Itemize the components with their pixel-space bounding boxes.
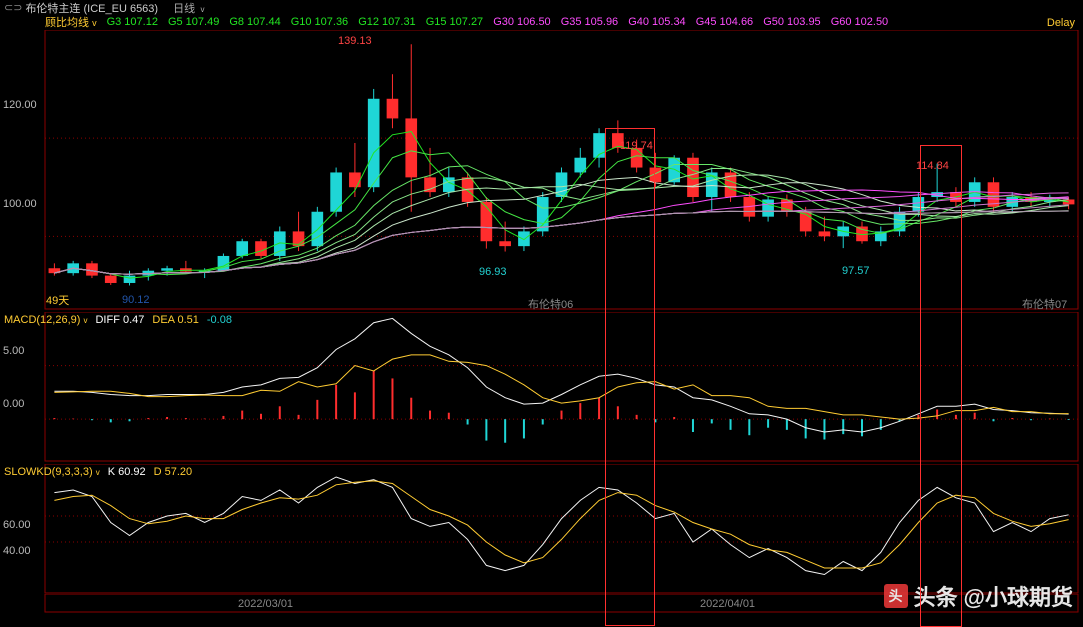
price-chart[interactable]: 120.00 100.00 139.13 119.74 96.93 97.57 114.… bbox=[0, 30, 1083, 310]
kd-title: SLOWKD(9,3,3,3) v K 60.92 D 57.20 bbox=[4, 466, 192, 478]
macd-title: MACD(12,26,9) v DIFF 0.47 DEA 0.51 -0.08 bbox=[4, 314, 232, 326]
watermark: 头 头条 @小球期货 bbox=[884, 580, 1073, 612]
price-annotation: 97.57 bbox=[842, 265, 870, 277]
ma-legend-item: G35 105.96 bbox=[561, 16, 619, 28]
ma-legend-item: G50 103.95 bbox=[763, 16, 821, 28]
y-tick-label: 40.00 bbox=[3, 545, 31, 557]
y-tick-label: 5.00 bbox=[3, 345, 24, 357]
slowkd-panel[interactable]: SLOWKD(9,3,3,3) v K 60.92 D 57.20 60.00 … bbox=[0, 464, 1083, 594]
ma-legend-item: G5 107.49 bbox=[168, 16, 219, 28]
price-annotation: 96.93 bbox=[479, 266, 507, 278]
days-label: 49天 bbox=[46, 292, 69, 308]
price-annotation: 布伦特06 bbox=[528, 296, 573, 312]
ma-legend-item: G10 107.36 bbox=[291, 16, 349, 28]
indicator-name[interactable]: 顾比均线 v bbox=[45, 14, 97, 30]
ma-legend-item: G8 107.44 bbox=[229, 16, 280, 28]
price-annotation: 119.74 bbox=[620, 140, 653, 152]
chevron-down-icon: v bbox=[92, 18, 97, 28]
timeframe-dropdown[interactable]: 日线 v bbox=[173, 0, 204, 16]
chevron-down-icon: v bbox=[96, 468, 100, 477]
ma-legend-item: G60 102.50 bbox=[831, 16, 889, 28]
y-tick-label: 60.00 bbox=[3, 519, 31, 531]
ma-legend-item: G45 104.66 bbox=[696, 16, 754, 28]
ma-legend-item: G12 107.31 bbox=[358, 16, 416, 28]
y-tick-label: 120.00 bbox=[3, 99, 37, 111]
price-annotation: 布伦特07 bbox=[1022, 296, 1067, 312]
chevron-down-icon: v bbox=[83, 316, 87, 325]
title-bar: ⊂⊃ 布伦特主连 (ICE_EU 6563) 日线 v bbox=[0, 0, 1083, 15]
ma-legend-item: G15 107.27 bbox=[426, 16, 484, 28]
toutiao-logo-icon: 头 bbox=[884, 584, 908, 608]
y-tick-label: 100.00 bbox=[3, 198, 37, 210]
svg-text:2022/03/01: 2022/03/01 bbox=[238, 598, 293, 610]
macd-panel[interactable]: MACD(12,26,9) v DIFF 0.47 DEA 0.51 -0.08… bbox=[0, 312, 1083, 462]
delay-badge: Delay bbox=[1047, 17, 1075, 29]
ma-legend-item: G40 105.34 bbox=[628, 16, 686, 28]
price-annotation: 139.13 bbox=[338, 35, 372, 47]
svg-text:2022/04/01: 2022/04/01 bbox=[700, 598, 755, 610]
price-annotation: 90.12 bbox=[122, 294, 150, 306]
price-annotation: 114.84 bbox=[916, 160, 949, 172]
ma-legend-item: G3 107.12 bbox=[107, 16, 158, 28]
link-icon: ⊂⊃ bbox=[4, 1, 22, 14]
ma-legend-item: G30 106.50 bbox=[493, 16, 551, 28]
y-tick-label: 0.00 bbox=[3, 398, 24, 410]
chevron-down-icon: v bbox=[198, 5, 204, 14]
ma-legend: 顾比均线 v G3 107.12 G5 107.49 G8 107.44 G10 10… bbox=[45, 15, 1078, 29]
